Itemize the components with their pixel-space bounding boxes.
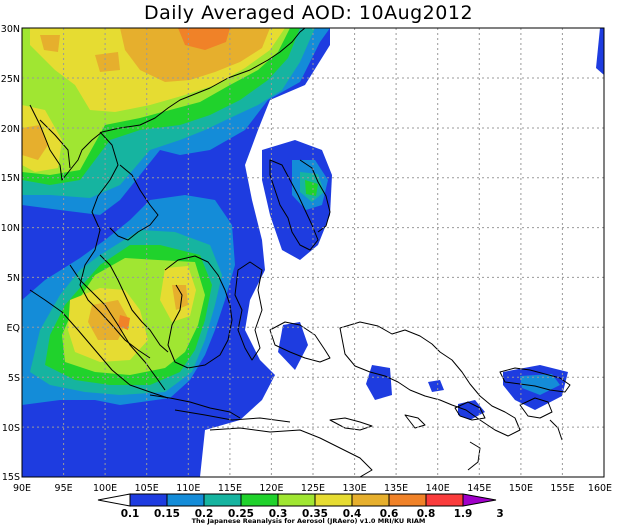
aod-field	[22, 28, 604, 477]
colorbar-label: 0.8	[417, 508, 436, 520]
y-tick-label: 20N	[1, 124, 20, 135]
x-axis-labels: 90E 95E 100E 105E 110E 115E 120E 125E 13…	[13, 483, 612, 494]
x-tick-label: 135E	[384, 483, 408, 494]
colorbar-label: 0.2	[195, 508, 214, 520]
y-tick-label: 30N	[1, 24, 20, 35]
y-tick-label: 10N	[1, 223, 20, 234]
colorbar-labels: 0.1 0.15 0.2 0.25 0.3 0.35 0.4 0.6 0.8 1.9 3	[121, 508, 504, 520]
colorbar-box	[388, 493, 427, 507]
y-tick-label: EQ	[7, 323, 20, 334]
x-tick-label: 105E	[135, 483, 159, 494]
y-tick-label: 10S	[2, 423, 20, 434]
colorbar-label: 0.35	[302, 508, 328, 520]
x-tick-label: 115E	[218, 483, 242, 494]
colorbar-box	[351, 493, 390, 507]
x-tick-label: 160E	[588, 483, 612, 494]
y-tick-label: 5N	[7, 273, 20, 284]
x-tick-label: 110E	[176, 483, 200, 494]
colorbar-label: 0.15	[154, 508, 180, 520]
colorbar-label: 0.25	[228, 508, 254, 520]
colorbar-label: 0.4	[343, 508, 362, 520]
colorbar-label: 0.3	[269, 508, 288, 520]
colorbar-box	[314, 493, 353, 507]
x-tick-label: 150E	[509, 483, 533, 494]
colorbar-box	[129, 493, 168, 507]
graticule	[22, 28, 604, 477]
y-tick-label: 15N	[1, 173, 20, 184]
colorbar-high-end	[462, 493, 497, 507]
plot-frame	[21, 27, 605, 478]
colorbar-label: 3	[496, 508, 503, 520]
x-tick-label: 130E	[343, 483, 367, 494]
x-tick-label: 155E	[550, 483, 574, 494]
colorbar-label: 1.9	[454, 508, 473, 520]
colorbar-box	[277, 493, 316, 507]
x-tick-label: 145E	[467, 483, 491, 494]
colorbar-box	[166, 493, 205, 507]
x-tick-label: 120E	[259, 483, 283, 494]
colorbar-box	[240, 493, 279, 507]
x-tick-label: 90E	[13, 483, 31, 494]
colorbar-label: 0.6	[380, 508, 399, 520]
y-axis-labels: 30N 25N 20N 15N 10N 5N EQ 5S 10S 15S	[1, 24, 20, 483]
x-tick-label: 100E	[93, 483, 117, 494]
y-tick-label: 15S	[2, 472, 20, 483]
aod-level-darkorange	[118, 28, 230, 330]
colorbar-low-end	[97, 493, 131, 507]
colorbar-boxes	[129, 493, 464, 507]
y-tick-label: 5S	[8, 373, 20, 384]
y-tick-label: 25N	[1, 74, 20, 85]
x-tick-label: 95E	[55, 483, 73, 494]
x-tick-label: 140E	[426, 483, 450, 494]
colorbar-box	[203, 493, 242, 507]
x-tick-label: 125E	[301, 483, 325, 494]
map-title: Daily Averaged AOD: 10Aug2012	[143, 2, 474, 24]
colorbar: 0.1 0.15 0.2 0.25 0.3 0.35 0.4 0.6 0.8 1.9 3	[97, 493, 504, 520]
colorbar-box	[425, 493, 464, 507]
credit-line: The Japanese Reanalysis for Aerosol (JRA…	[191, 517, 426, 525]
colorbar-label: 0.1	[121, 508, 140, 520]
coastlines	[29, 28, 571, 477]
